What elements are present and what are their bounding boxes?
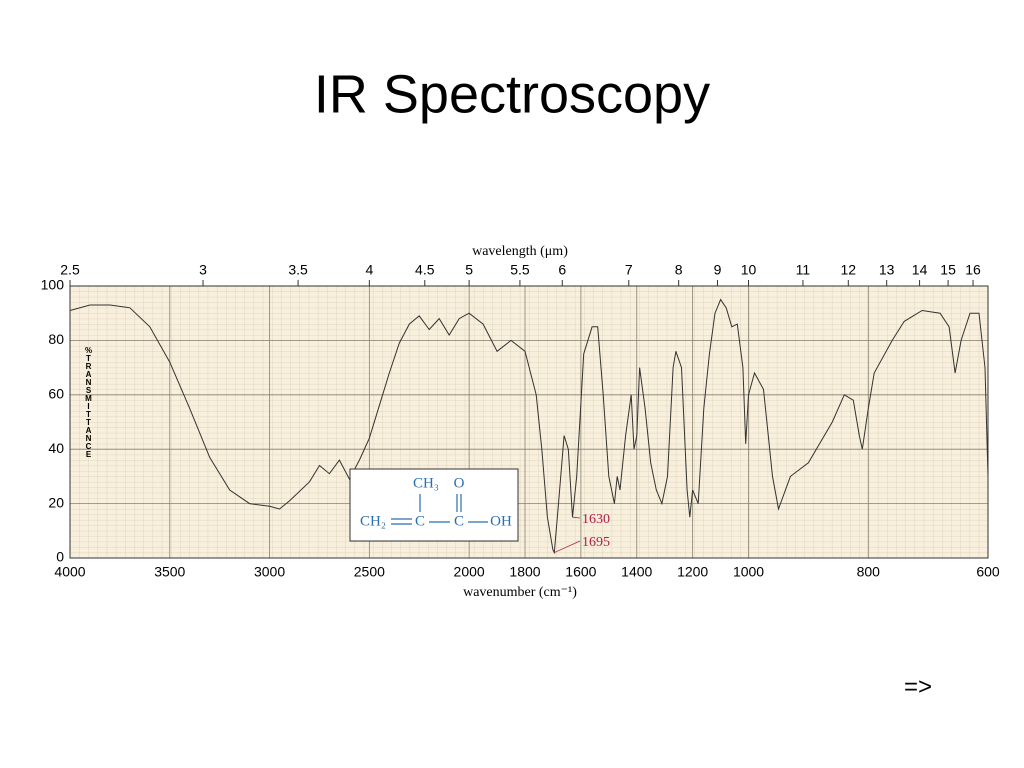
molecule: CH₃ O CH₂ C C OH [349,468,519,542]
annotation-leader [572,516,581,519]
x-tick-label: 2500 [354,564,385,580]
x2-tick-label: 16 [965,262,981,278]
x-tick-label: 800 [857,564,881,580]
annotation-label: 1630 [582,512,610,527]
x-axis-title: wavenumber (cm⁻¹) [463,585,577,600]
x2-tick-label: 15 [940,262,956,278]
y-tick-label: 80 [48,331,64,347]
bonds [391,494,488,525]
y-tick-label: 100 [41,277,65,293]
x2-tick-label: 12 [841,262,857,278]
x2-tick-label: 9 [714,262,722,278]
x2-tick-label: 4 [365,262,373,278]
annotation-leader [554,540,581,553]
x-tick-label: 1800 [509,564,540,580]
x2-tick-label: 3.5 [288,262,308,278]
y-tick-label: 20 [48,494,64,510]
x-tick-label: 600 [976,564,1000,580]
x2-tick-label: 13 [879,262,895,278]
x-tick-label: 1400 [621,564,652,580]
molecule-box [349,468,519,542]
x2-tick-label: 10 [741,262,757,278]
molecule-c1: C [415,513,425,529]
x-tick-label: 3500 [154,564,185,580]
plot-frame [69,285,989,559]
x-tick-label: 1000 [733,564,764,580]
annotation-label: 1695 [582,535,610,550]
x-tick-label: 3000 [254,564,285,580]
y-tick-label: 0 [56,549,64,565]
molecule-oxygen: O [454,475,465,491]
x-tick-label: 1200 [677,564,708,580]
next-button[interactable]: => [904,673,932,700]
y-tick-label: 60 [48,386,64,402]
slide-title: IR Spectroscopy [314,64,710,124]
x2-tick-label: 6 [558,262,566,278]
x2-axis-title: wavelength (μm) [472,244,568,259]
x-tick-label: 2000 [454,564,485,580]
x2-tick-label: 3 [199,262,207,278]
x2-tick-label: 5 [465,262,473,278]
x2-tick-label: 11 [796,262,811,278]
molecule-left: CH₂ [360,513,386,529]
minor-grid [70,286,988,558]
x2-tick-label: 8 [675,262,683,278]
x2-tick-label: 2.5 [60,262,80,278]
spectrum-line [69,298,989,555]
x-tick-label: 1600 [565,564,596,580]
x-tick-label: 4000 [54,564,85,580]
x2-tick-label: 7 [625,262,633,278]
molecule-c2: C [454,513,464,529]
x2-tick-label: 4.5 [415,262,435,278]
y-axis-title: %TRANSMITTANCE [84,346,93,458]
y-tick-label: 40 [48,440,64,456]
x2-tick-label: 5.5 [510,262,530,278]
molecule-right: OH [490,513,512,529]
molecule-methyl: CH₃ [413,475,439,491]
x2-tick-label: 14 [912,262,928,278]
